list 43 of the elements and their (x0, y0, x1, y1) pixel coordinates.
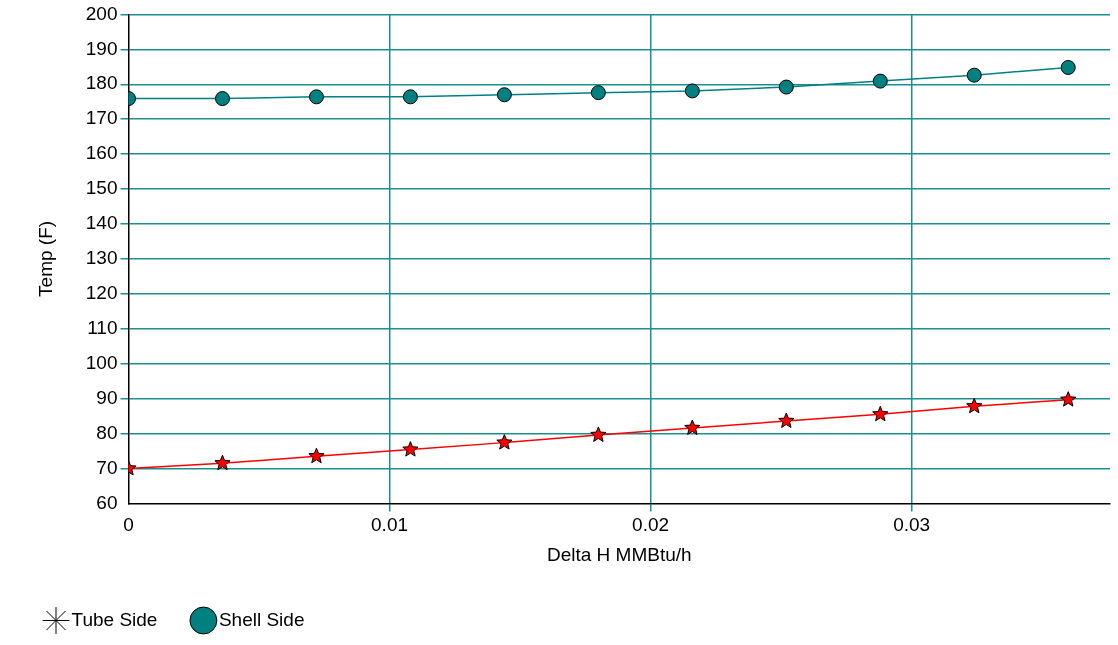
y-tick-label: 130 (85, 247, 118, 269)
point (214, 454, 231, 471)
y-tick-label: 90 (96, 386, 118, 408)
y-tick-label: 150 (85, 177, 118, 199)
x-axis-title: Delta H MMBtu/h (546, 543, 692, 565)
x-tick-label: 0 (123, 514, 134, 536)
point (496, 434, 513, 450)
y-axis-title: Temp (F) (34, 220, 56, 297)
point (872, 405, 889, 422)
x-tick-label: 0.02 (632, 514, 670, 536)
y-tick-label: 60 (96, 491, 118, 513)
legend-label: Shell Side (218, 608, 305, 630)
point (496, 87, 512, 103)
point (590, 426, 607, 442)
y-tick-label: 200 (85, 2, 118, 24)
point (308, 447, 325, 464)
point (684, 83, 700, 99)
y-tick-label: 190 (85, 37, 118, 59)
point (308, 89, 324, 105)
x-tick-label: 0.03 (893, 514, 931, 536)
point (684, 419, 701, 435)
y-tick-label: 100 (85, 351, 118, 373)
y-tick-label: 140 (85, 212, 118, 234)
point (1060, 59, 1076, 75)
y-tick-label: 180 (85, 72, 118, 94)
y-tick-label: 110 (87, 316, 118, 338)
point (214, 91, 230, 107)
y-tick-label: 120 (85, 282, 118, 304)
x-tick-label: 0.01 (371, 514, 409, 536)
point (872, 73, 888, 89)
y-tick-label: 80 (96, 421, 118, 443)
point (966, 67, 982, 83)
point (778, 412, 795, 428)
point (966, 397, 983, 414)
y-tick-label: 170 (85, 107, 118, 129)
point (1060, 391, 1077, 407)
point (402, 441, 419, 457)
legend-label: Tube Side (71, 608, 158, 630)
point (778, 79, 794, 95)
point (402, 89, 418, 105)
y-tick-label: 70 (96, 456, 118, 478)
point (590, 85, 606, 101)
y-tick-label: 160 (85, 142, 118, 164)
